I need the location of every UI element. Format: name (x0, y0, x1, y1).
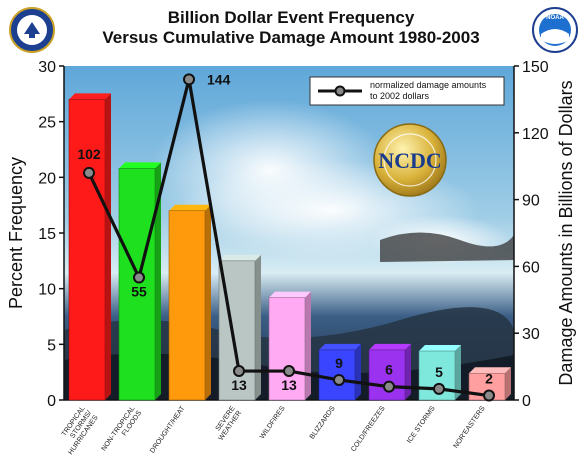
y-right-tick-label: 60 (522, 259, 540, 276)
damage-value-label: 55 (131, 284, 147, 300)
category-label-line: DROUGHT/HEAT (149, 405, 187, 455)
legend-text-line1: normalized damage amounts (370, 80, 487, 90)
category-label: ICE STORMS (406, 405, 437, 445)
bar-front (118, 168, 156, 401)
category-label-line: COLD/FREEZES (350, 405, 387, 453)
bar-3 (168, 204, 211, 401)
y-axis-right-title: Damage Amounts in Billions of Dollars (556, 80, 576, 385)
bar-top (169, 204, 211, 211)
bar-side (505, 367, 511, 400)
damage-value-label: 102 (77, 146, 101, 162)
y-right-tick-label: 30 (522, 326, 540, 343)
bar-top (469, 367, 511, 374)
category-label: COLD/FREEZES (350, 405, 387, 453)
bar-top (269, 291, 311, 298)
category-label: DROUGHT/HEAT (149, 405, 187, 455)
damage-point (433, 382, 445, 395)
bar-top (319, 343, 361, 350)
bar-side (305, 291, 311, 400)
category-label-line: WILDFIRES (259, 405, 287, 441)
y-left-tick-label: 20 (38, 170, 56, 187)
bar-front (168, 210, 206, 401)
y-right-tick-label: 150 (522, 59, 549, 76)
category-label-line: NOR'EASTERS (452, 405, 486, 450)
category-label-line: BLIZZARDS (309, 405, 337, 441)
y-axis-left-title: Percent Frequency (6, 157, 26, 309)
damage-value-label: 13 (231, 377, 247, 393)
bars-group (68, 93, 511, 401)
damage-value-label: 6 (385, 362, 393, 378)
category-label: BLIZZARDS (309, 405, 337, 441)
noaa-logo: NOAA (532, 7, 578, 53)
svg-text:NOAA: NOAA (546, 15, 564, 21)
bar-2 (118, 162, 161, 401)
y-right-tick-label: 0 (522, 393, 531, 410)
bar-top (69, 93, 111, 100)
bar-side (405, 343, 411, 400)
damage-point (333, 373, 345, 386)
bar-side (255, 254, 261, 400)
damage-line-group: 102 55 144 13 13 9 6 5 2 (77, 71, 495, 402)
damage-value-label: 9 (335, 355, 343, 371)
y-right-tick-label: 120 (522, 126, 549, 143)
bar-front (68, 99, 106, 401)
damage-point (233, 365, 245, 378)
bar-1 (68, 93, 111, 401)
damage-value-label: 2 (485, 371, 493, 387)
y-left-tick-label: 10 (38, 282, 56, 299)
ncdc-logo: NCDC (373, 123, 447, 197)
category-label: TROPICALSTORMS/HURRICANES (54, 405, 100, 456)
damage-point (483, 389, 495, 402)
bar-top (119, 162, 161, 169)
bar-side (155, 162, 161, 400)
bar-5 (268, 291, 311, 401)
commerce-seal-logo (9, 7, 55, 53)
y-left-tick-label: 25 (38, 115, 56, 132)
bar-side (455, 345, 461, 400)
bar-top (219, 254, 261, 261)
category-labels-group: TROPICALSTORMS/HURRICANES NON-TROPICALFLO… (54, 405, 487, 457)
legend: normalized damage amounts to 2002 dollar… (309, 76, 505, 106)
legend-text-line2: to 2002 dollars (370, 91, 430, 101)
bar-side (355, 343, 361, 400)
ncdc-logo-text: NCDC (378, 148, 442, 173)
y-left-tick-label: 0 (47, 393, 56, 410)
bar-9 (468, 367, 511, 401)
chart-title-line2: Versus Cumulative Damage Amount 1980-200… (102, 28, 479, 47)
bar-6 (318, 343, 361, 401)
chart-title-line1: Billion Dollar Event Frequency (168, 8, 415, 27)
bar-top (369, 343, 411, 350)
bar-side (105, 93, 111, 401)
category-label-line: ICE STORMS (406, 405, 437, 445)
damage-point (133, 271, 145, 284)
damage-value-label: 5 (435, 364, 443, 380)
y-left-tick-label: 30 (38, 59, 56, 76)
damage-value-label: 13 (281, 377, 297, 393)
bar-4 (218, 254, 261, 401)
damage-value-label: 144 (207, 71, 231, 87)
damage-point (83, 166, 95, 179)
y-left-tick-label: 5 (47, 337, 56, 354)
bar-front (268, 297, 306, 401)
category-label: SEVEREWEATHER (211, 405, 243, 442)
bar-top (419, 345, 461, 352)
damage-point (383, 380, 395, 393)
y-left-tick-label: 15 (38, 226, 56, 243)
category-label: NOR'EASTERS (452, 405, 486, 450)
damage-point (283, 365, 295, 378)
bar-side (205, 204, 211, 400)
category-label: NON-TROPICALFLOODS (101, 405, 144, 457)
y-right-tick-label: 90 (522, 193, 540, 210)
category-label: WILDFIRES (259, 405, 287, 441)
damage-point (183, 73, 195, 86)
